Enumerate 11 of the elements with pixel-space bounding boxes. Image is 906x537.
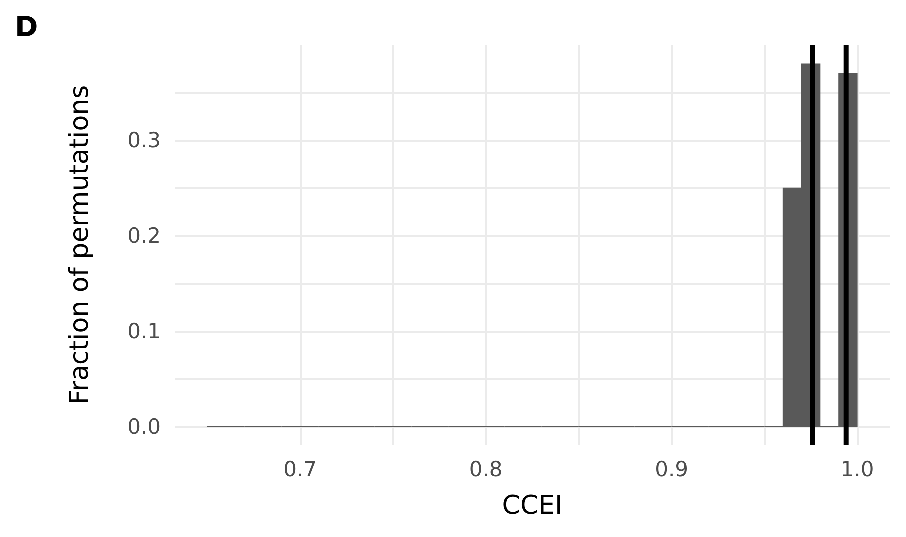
y-tick-label: 0.3	[128, 128, 161, 152]
x-tick-label: 0.7	[284, 458, 318, 482]
x-axis-title: CCEI	[502, 491, 563, 521]
x-tick-label: 0.8	[469, 458, 503, 482]
chart-title: D	[15, 10, 38, 44]
x-tick-label: 1.0	[840, 458, 874, 482]
y-axis-title: Fraction of permutations	[65, 85, 95, 405]
x-tick-label: 0.9	[655, 458, 688, 482]
y-tick-label: 0.2	[128, 224, 161, 248]
y-tick-label: 0.0	[128, 414, 161, 439]
y-tick-label: 0.1	[128, 319, 161, 344]
